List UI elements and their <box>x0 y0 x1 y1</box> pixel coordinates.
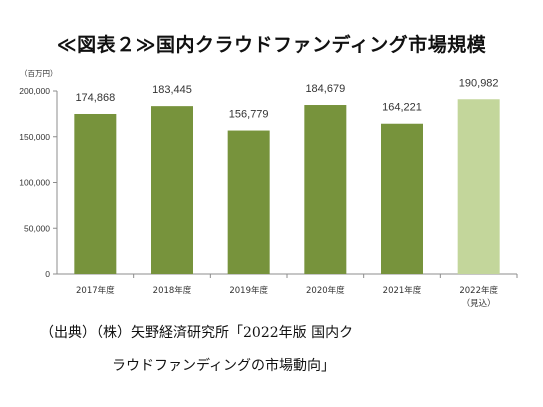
chart-title: ≪図表２≫国内クラウドファンディング市場規模 <box>56 34 487 56</box>
data-label: 184,679 <box>305 83 345 95</box>
data-label: 183,445 <box>152 84 192 96</box>
y-tick-label: 150,000 <box>19 132 50 142</box>
source-line-1: （出典）（株）矢野経済研究所「2022年版 国内ク <box>40 325 354 341</box>
data-label: 156,779 <box>229 109 269 121</box>
axes <box>53 90 518 278</box>
x-tick-label: 2021年度 <box>383 285 422 296</box>
x-tick-label: 2019年度 <box>229 285 268 296</box>
x-tick-label: 2018年度 <box>153 285 192 296</box>
bar <box>151 106 193 274</box>
bar <box>304 105 347 275</box>
labels: （百万円） 0 50,000 100,000 150,000 200,000 174,868… <box>19 69 498 309</box>
data-label: 174,868 <box>75 92 115 104</box>
y-unit-label: （百万円） <box>20 69 58 78</box>
bar <box>381 123 423 274</box>
y-tick-label: 0 <box>45 269 50 279</box>
y-tick-label: 50,000 <box>24 223 50 233</box>
x-tick-label: 2022年度 <box>459 285 498 296</box>
data-label: 190,982 <box>459 77 499 89</box>
bar <box>74 113 117 274</box>
x-tick-label: 2020年度 <box>306 285 345 296</box>
y-tick-label: 100,000 <box>19 178 50 188</box>
data-label: 164,221 <box>382 102 422 114</box>
bars <box>74 99 500 275</box>
source-line-2: ラウドファンディングの市場動向」 <box>112 358 336 374</box>
x-tick-note: （見込） <box>462 298 496 309</box>
y-tick-label: 200,000 <box>19 86 50 96</box>
x-tick-label: 2017年度 <box>76 285 115 296</box>
bar <box>457 99 500 275</box>
bar <box>227 130 270 274</box>
